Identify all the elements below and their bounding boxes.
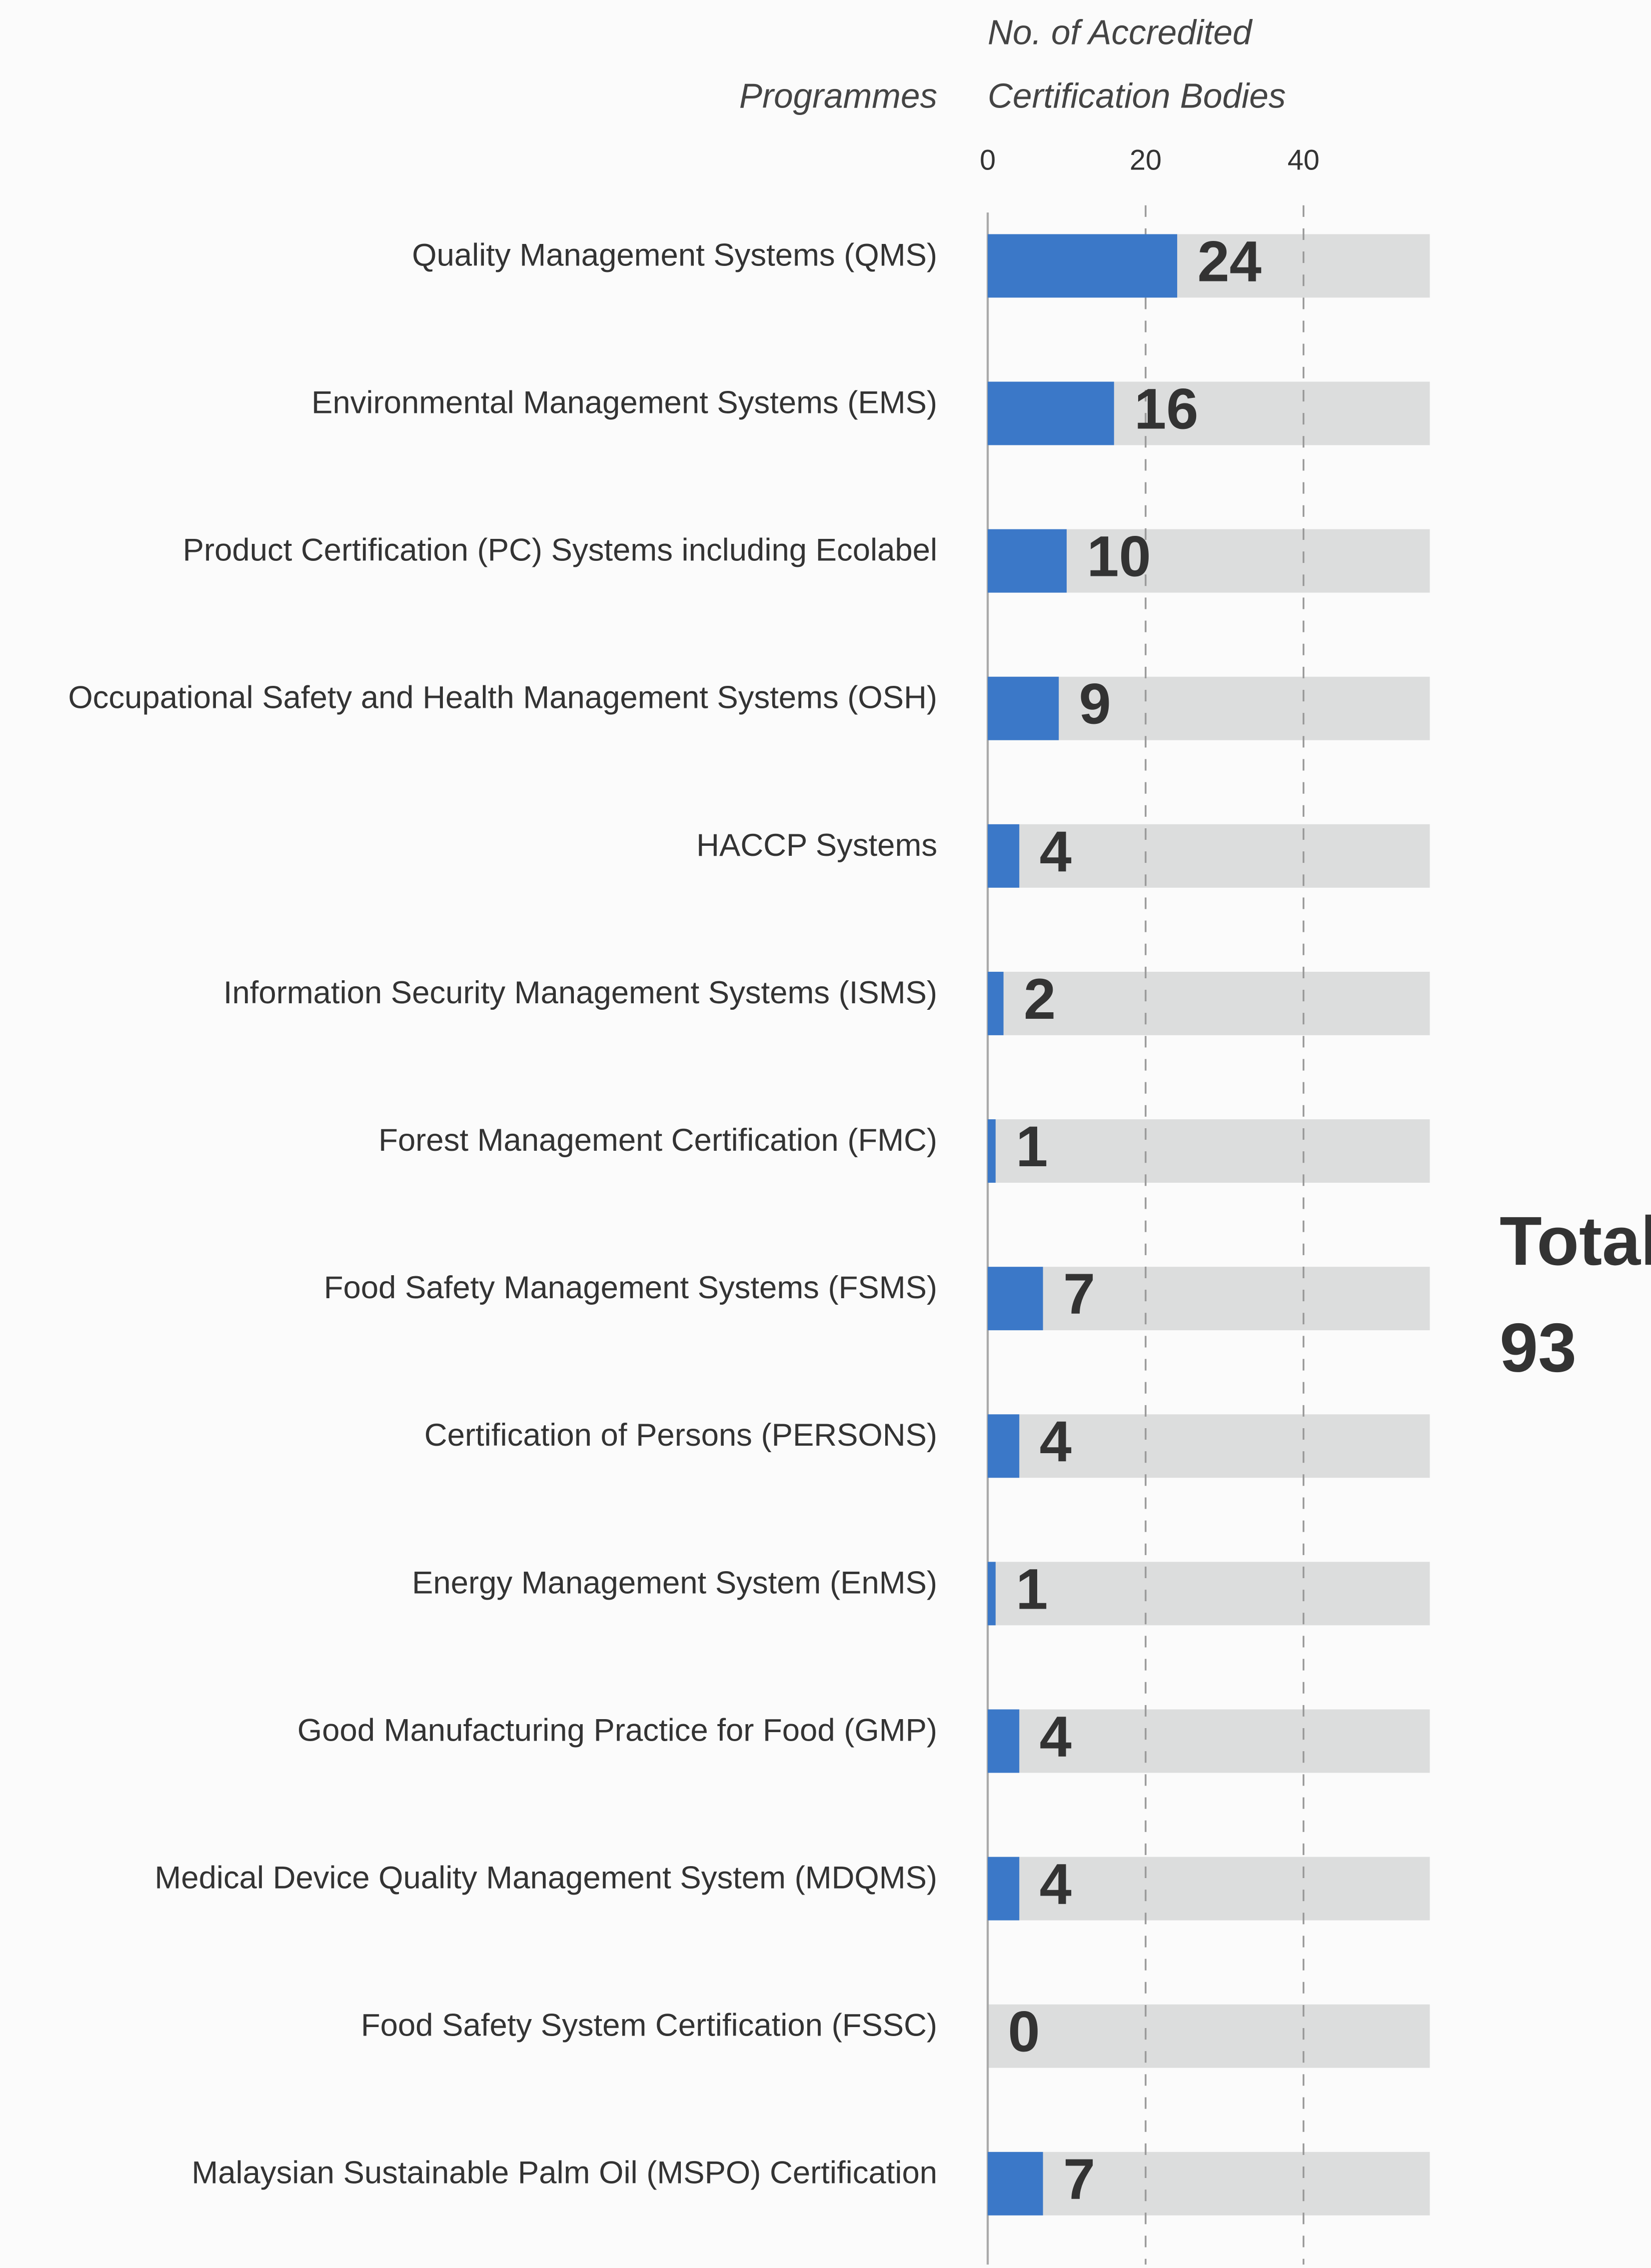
x-tick-label: 20 — [1130, 144, 1162, 176]
category-label: Quality Management Systems (QMS) — [412, 237, 937, 272]
category-label: Energy Management System (EnMS) — [412, 1565, 937, 1600]
bar-track — [988, 1119, 1430, 1183]
total-label: Total — [1500, 1203, 1651, 1280]
category-label: Environmental Management Systems (EMS) — [311, 385, 937, 420]
category-label: Malaysian Sustainable Palm Oil (MSPO) Ce… — [191, 2156, 937, 2191]
bar-track — [988, 676, 1430, 740]
bar — [988, 381, 1114, 445]
value-label: 7 — [1063, 2148, 1095, 2212]
bar — [988, 1857, 1020, 1921]
category-label: Certification of Persons (PERSONS) — [424, 1418, 937, 1453]
bar-track — [988, 1414, 1430, 1478]
bar-track — [988, 1267, 1430, 1331]
category-label: Food Safety Management Systems (FSMS) — [324, 1270, 937, 1305]
value-label: 24 — [1197, 229, 1261, 293]
value-label: 9 — [1079, 672, 1111, 736]
value-label: 4 — [1040, 1705, 1072, 1769]
value-label: 4 — [1040, 1410, 1072, 1474]
y-axis-title: Programmes — [739, 76, 937, 115]
category-label: Food Safety System Certification (FSSC) — [361, 2008, 937, 2043]
value-label: 0 — [1008, 2000, 1040, 2064]
x-tick-label: 0 — [980, 144, 996, 176]
bar — [988, 1562, 996, 1626]
bar — [988, 1709, 1020, 1773]
x-tick-label: 40 — [1288, 144, 1320, 176]
bar — [988, 971, 1004, 1035]
value-label: 1 — [1016, 1557, 1048, 1621]
bar-track — [988, 971, 1430, 1035]
bar — [988, 824, 1020, 888]
category-label: Information Security Management Systems … — [223, 975, 937, 1010]
category-label: Medical Device Quality Management System… — [154, 1861, 937, 1896]
value-label: 4 — [1040, 1853, 1072, 1917]
value-label: 4 — [1040, 820, 1072, 884]
bar — [988, 1119, 996, 1183]
bar-track — [988, 1857, 1430, 1921]
bar-track — [988, 2004, 1430, 2068]
category-label: Forest Management Certification (FMC) — [378, 1123, 937, 1158]
total-value: 93 — [1500, 1310, 1577, 1387]
bar-track — [988, 1709, 1430, 1773]
value-label: 2 — [1024, 967, 1056, 1031]
bar — [988, 1414, 1020, 1478]
value-label: 16 — [1134, 377, 1198, 441]
bar — [988, 2152, 1043, 2216]
category-label: Product Certification (PC) Systems inclu… — [183, 533, 937, 568]
x-axis-title: No. of Accredited — [988, 13, 1253, 52]
bar — [988, 529, 1067, 593]
category-label: Occupational Safety and Health Managemen… — [68, 680, 937, 715]
bar — [988, 234, 1178, 298]
value-label: 10 — [1087, 525, 1151, 589]
category-label: Good Manufacturing Practice for Food (GM… — [297, 1713, 937, 1748]
category-label: HACCP Systems — [696, 828, 937, 863]
x-axis-title: Certification Bodies — [988, 76, 1286, 115]
bar — [988, 1267, 1043, 1331]
bar-track — [988, 824, 1430, 888]
bar-track — [988, 2152, 1430, 2216]
value-label: 7 — [1063, 1262, 1095, 1326]
bar — [988, 676, 1059, 740]
value-label: 1 — [1016, 1115, 1048, 1179]
bar-track — [988, 1562, 1430, 1626]
